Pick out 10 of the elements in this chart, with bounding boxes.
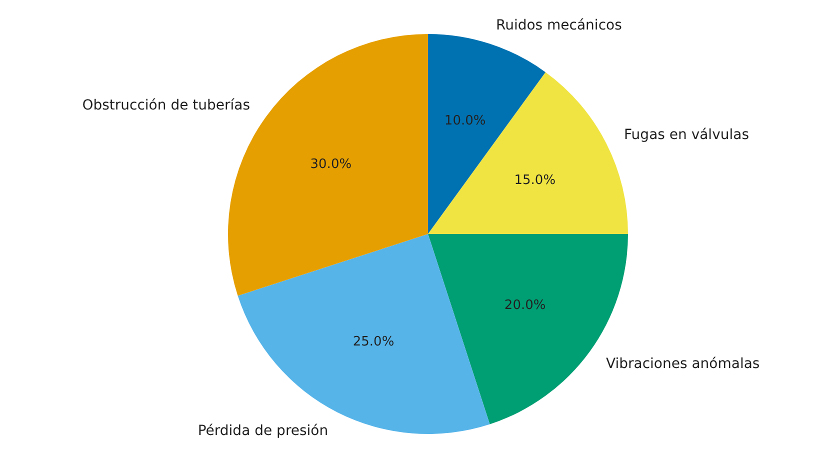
data-label: 15.0%: [514, 173, 556, 188]
data-label: 25.0%: [352, 334, 394, 350]
data-label: 20.0%: [504, 298, 546, 314]
slice-label: Ruidos mecánicos: [496, 18, 622, 34]
data-label: 30.0%: [310, 157, 352, 172]
slice-label: Pérdida de presión: [198, 422, 328, 439]
slice-label: Fugas en válvulas: [624, 127, 750, 144]
data-label: 10.0%: [444, 113, 486, 128]
slice-label: Obstrucción de tuberías: [82, 98, 250, 114]
slice-label: Vibraciones anómalas: [606, 356, 760, 372]
